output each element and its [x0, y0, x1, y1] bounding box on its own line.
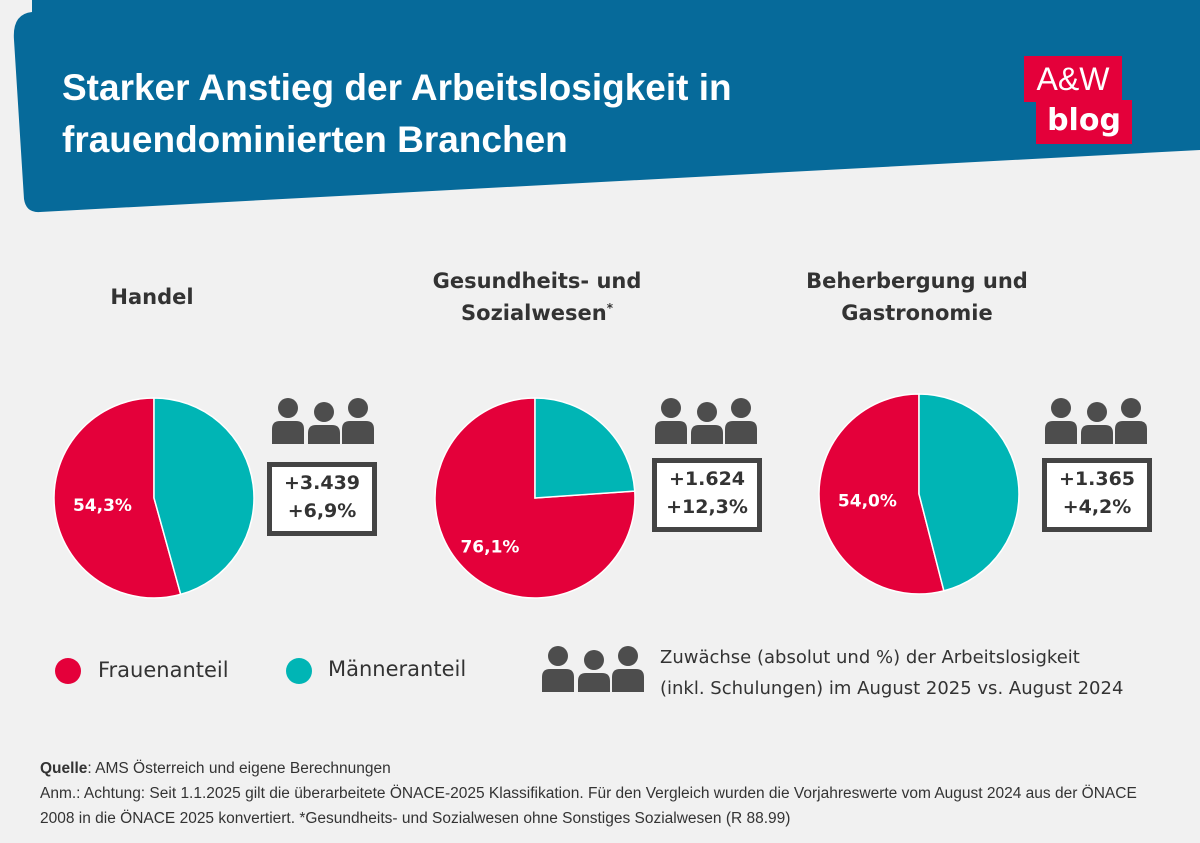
- pie-slice-women: [53, 397, 182, 599]
- increase-percent: +12,3%: [666, 496, 748, 518]
- pie-slice-men: [918, 393, 1020, 592]
- people-icon: [542, 646, 644, 692]
- pie-chart-gesundheit: 76,1%: [434, 397, 636, 599]
- pie-data-label: 54,3%: [73, 496, 132, 516]
- logo-blog: blog: [1036, 100, 1132, 144]
- chart-title-handel: Handel: [110, 285, 194, 309]
- increase-absolute: +1.365: [1058, 468, 1136, 490]
- pie-slice-men: [534, 397, 636, 499]
- logo-aw: A&W: [1024, 56, 1122, 102]
- pie-slice-women: [818, 393, 945, 595]
- pie-chart-gastro: 54,0%: [818, 393, 1020, 595]
- pie-chart-handel: 54,3%: [53, 397, 255, 599]
- increase-box-handel: +3.439 +6,9%: [267, 462, 377, 536]
- increase-absolute: +1.624: [668, 468, 746, 490]
- increase-percent: +6,9%: [287, 500, 357, 522]
- source-line: Quelle: AMS Österreich und eigene Berech…: [40, 760, 391, 777]
- legend-label-women: Frauenanteil: [98, 658, 229, 682]
- chart-title-gastro: Beherbergung und Gastronomie: [806, 269, 1028, 325]
- footer: Quelle: AMS Österreich und eigene Berech…: [40, 756, 1160, 831]
- pie-data-label: 54,0%: [838, 492, 897, 512]
- people-icon: [655, 398, 757, 444]
- legend-dot-men: [286, 658, 312, 684]
- increase-box-gesundheit: +1.624 +12,3%: [652, 458, 762, 532]
- header-band: [13, 0, 1200, 213]
- pie-slice-men: [153, 397, 255, 596]
- note-line-2: 2008 in die ÖNACE 2025 konvertiert. *Ges…: [40, 810, 791, 827]
- increase-percent: +4,2%: [1062, 496, 1132, 518]
- page-title: Starker Anstieg der Arbeitslosigkeit in …: [62, 67, 732, 160]
- chart-title-gesundheit: Gesundheits- und Sozialwesen*: [432, 269, 642, 325]
- legend-dot-women: [55, 658, 81, 684]
- people-icon: [272, 398, 374, 444]
- increase-absolute: +3.439: [283, 472, 361, 494]
- note-line-1: Anm.: Achtung: Seit 1.1.2025 gilt die üb…: [40, 785, 1137, 802]
- pie-data-label: 76,1%: [460, 537, 519, 557]
- legend-icon-note: Zuwächse (absolut und %) der Arbeitslosi…: [660, 647, 1124, 699]
- increase-box-gastro: +1.365 +4,2%: [1042, 458, 1152, 532]
- people-icon: [1045, 398, 1147, 444]
- legend-label-men: Männeranteil: [328, 657, 467, 681]
